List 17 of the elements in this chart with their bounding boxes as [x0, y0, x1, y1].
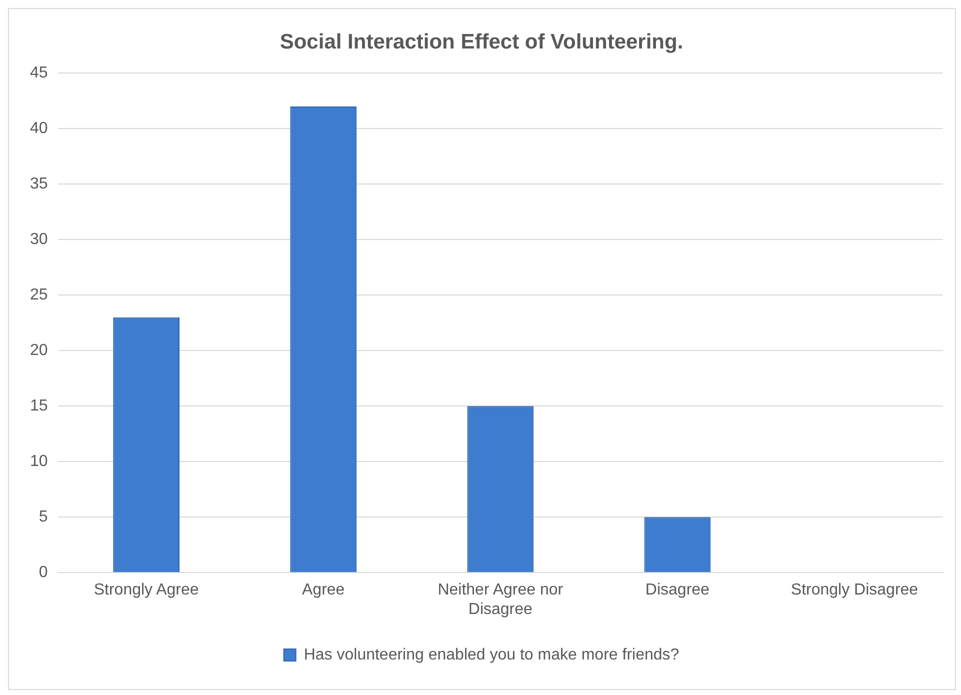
x-tick-label: Disagree: [645, 582, 710, 599]
x-tick-label: Neither Agree nor Disagree: [438, 582, 564, 618]
y-tick-label: 45: [30, 64, 48, 82]
y-tick-label: 30: [30, 231, 48, 248]
y-tick-label: 35: [30, 176, 48, 193]
y-tick-label: 25: [30, 286, 48, 304]
y-tick-label: 10: [30, 453, 48, 470]
y-tick-label: 15: [30, 398, 48, 415]
x-tick-label: Strongly Agree: [94, 582, 199, 599]
y-tick-label: 40: [30, 120, 48, 138]
x-tick-label: Agree: [302, 582, 345, 599]
chart-title: Social Interaction Effect of Volunteering.: [280, 30, 684, 54]
legend-label: Has volunteering enabled you to make more friends?: [304, 646, 680, 664]
y-tick-label: 20: [30, 342, 48, 360]
y-tick-label: 5: [38, 508, 48, 526]
y-tick-label: 0: [38, 564, 48, 582]
x-tick-label: Strongly Disagree: [790, 582, 918, 599]
